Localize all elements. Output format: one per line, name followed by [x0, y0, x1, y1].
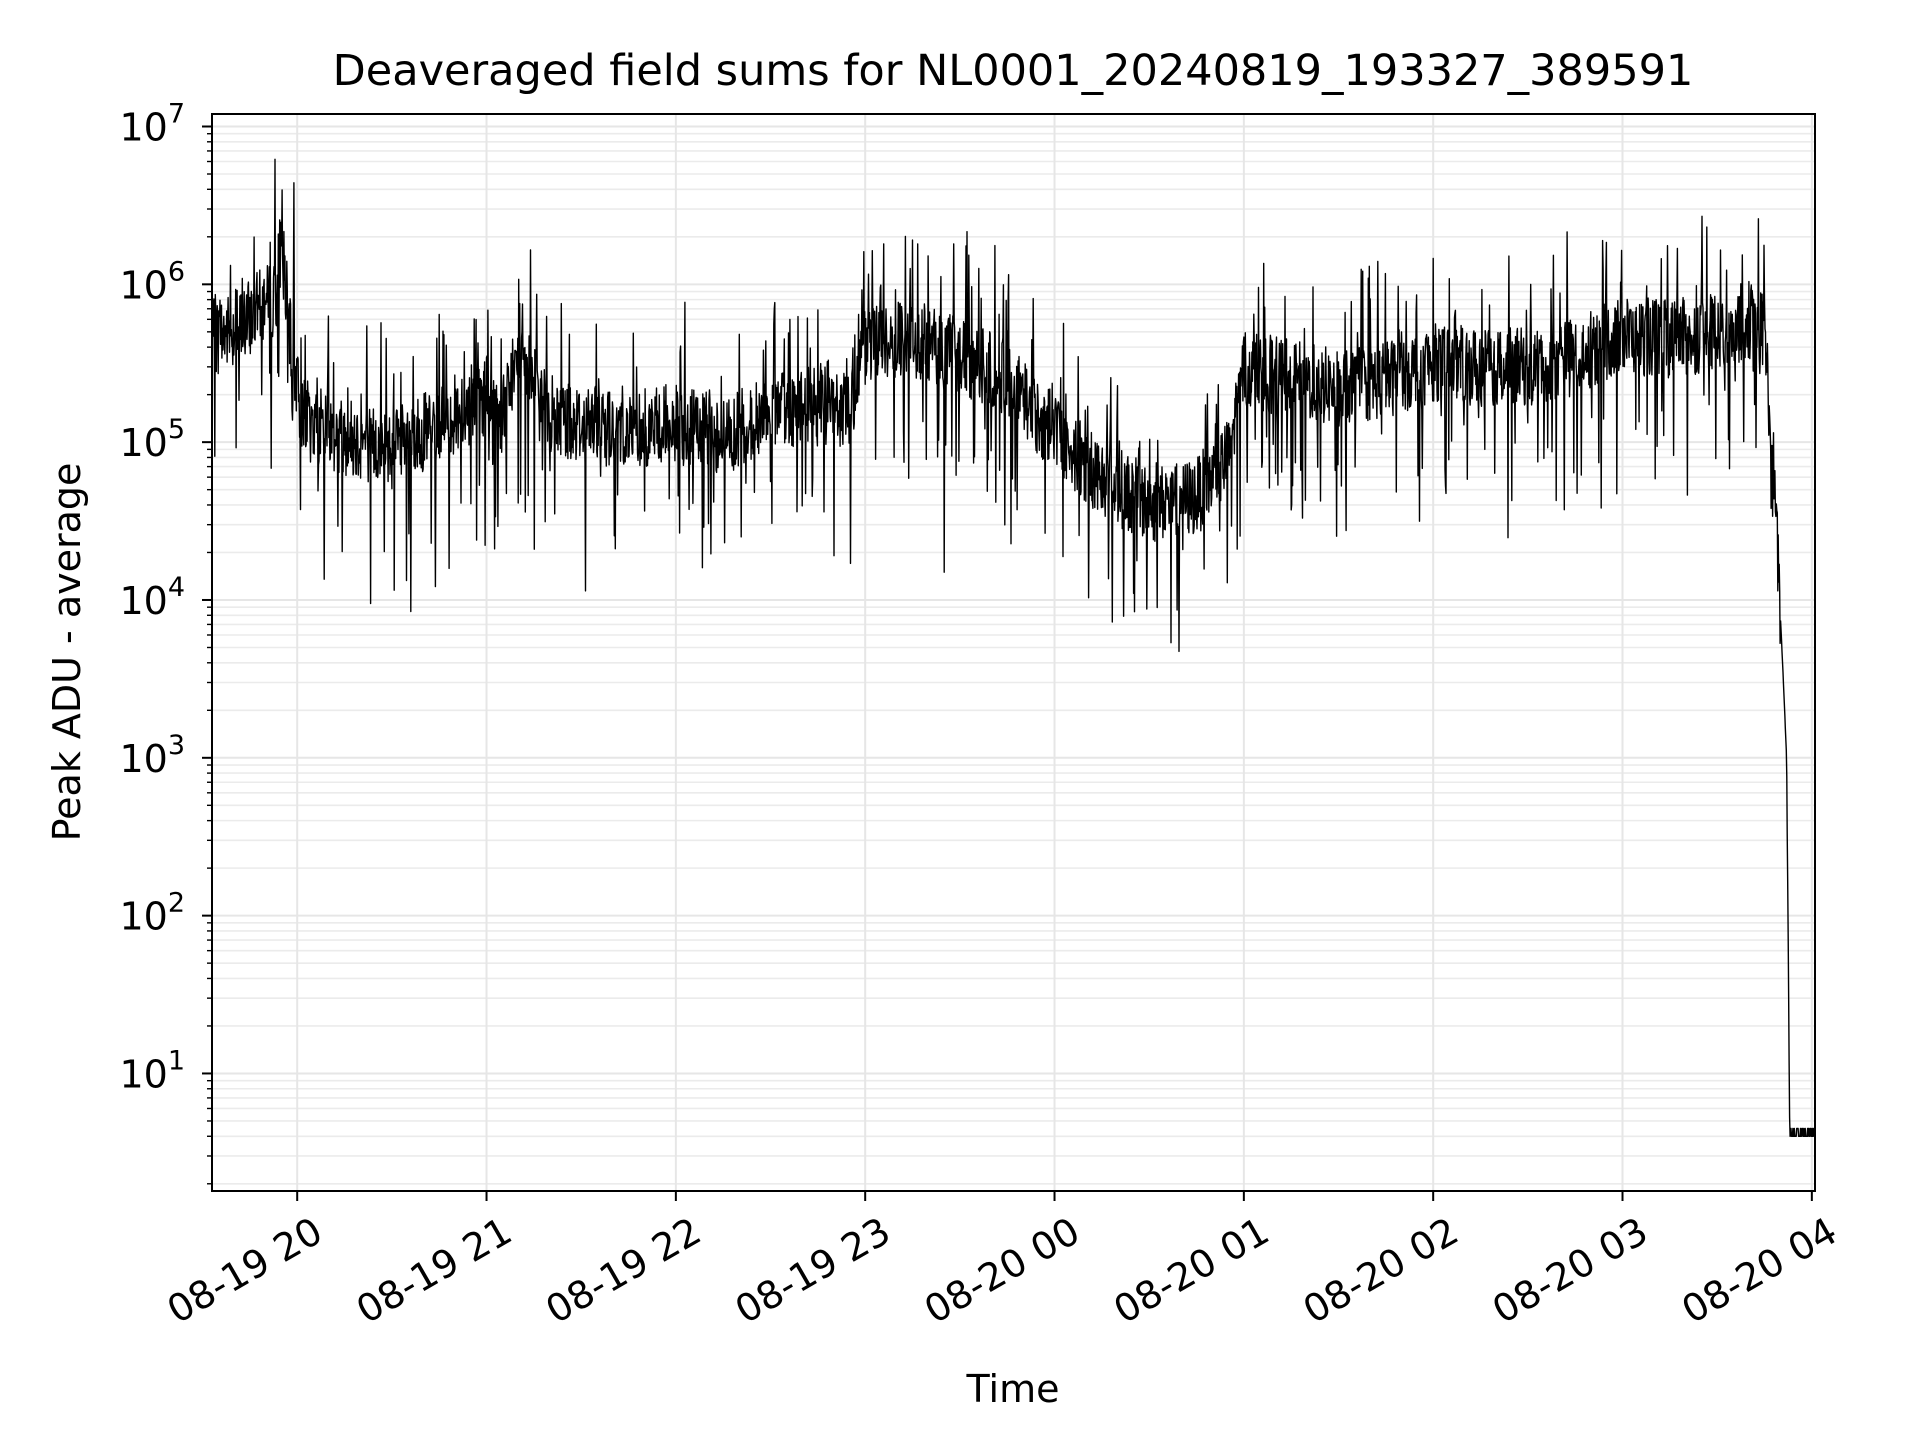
x-tick-label: 08-19 21	[349, 1209, 519, 1333]
x-tick-label: 08-20 03	[1485, 1209, 1655, 1333]
y-tick-label: 103	[119, 730, 185, 781]
x-tick-label: 08-20 00	[917, 1209, 1087, 1333]
x-tick-label: 08-20 02	[1296, 1209, 1466, 1333]
series-line-group	[211, 158, 1816, 1137]
x-tick-label: 08-20 04	[1674, 1209, 1844, 1333]
chart-title: Deaveraged field sums for NL0001_2024081…	[333, 46, 1694, 96]
y-tick-label: 102	[119, 888, 185, 939]
x-tick-label: 08-19 22	[538, 1209, 708, 1333]
y-tick-label: 107	[119, 98, 185, 149]
grid	[212, 114, 1815, 1191]
y-tick-label: 105	[119, 414, 185, 465]
series-line	[211, 158, 1816, 1137]
y-tick-label: 104	[119, 572, 185, 623]
x-tick-label: 08-19 23	[728, 1209, 898, 1333]
y-tick-label: 106	[119, 256, 185, 307]
x-tick-label: 08-19 20	[160, 1209, 330, 1333]
y-tick-label: 101	[119, 1045, 185, 1096]
y-axis-label: Peak ADU - average	[45, 463, 89, 842]
x-axis-label: Time	[966, 1367, 1060, 1411]
x-tick-label: 08-20 01	[1106, 1209, 1276, 1333]
plot-frame	[211, 113, 1816, 1192]
